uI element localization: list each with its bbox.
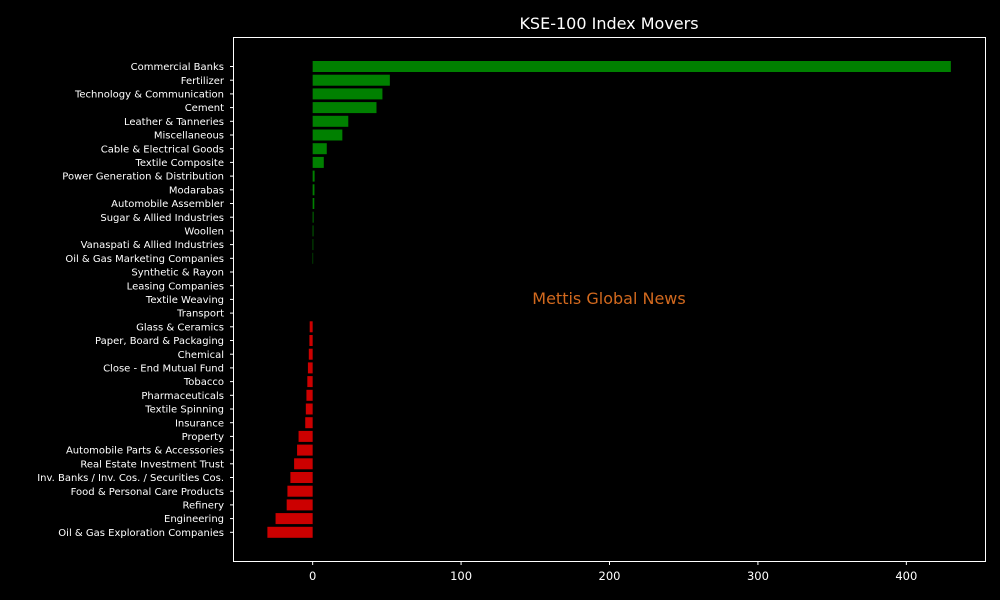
category-label: Chemical (178, 350, 224, 361)
category-label: Transport (176, 309, 224, 320)
bar (312, 198, 315, 209)
category-label: Engineering (164, 514, 224, 525)
category-label: Synthetic & Rayon (131, 268, 224, 279)
category-label: Tobacco (183, 377, 224, 388)
bar (312, 211, 314, 223)
category-label: Food & Personal Care Products (71, 487, 224, 498)
x-axis-ticks-group: 0 100 200 300 400 (309, 561, 917, 583)
bar (312, 61, 951, 72)
category-label: Commercial Banks (131, 62, 224, 73)
bar (290, 472, 313, 483)
category-label: Automobile Parts & Accessories (66, 446, 224, 457)
category-label: Close - End Mutual Fund (103, 364, 224, 375)
x-tick-label: 400 (895, 569, 917, 583)
x-tick-label: 0 (309, 569, 316, 583)
bar (294, 458, 313, 470)
category-label: Textile Weaving (145, 295, 224, 306)
bar (305, 403, 313, 415)
bar (275, 513, 313, 525)
bar (286, 499, 313, 511)
category-label: Leasing Companies (127, 281, 224, 292)
category-label: Real Estate Investment Trust (80, 459, 224, 470)
bar (312, 74, 390, 86)
bar (307, 376, 313, 388)
bar (312, 170, 315, 182)
category-label: Woollen (184, 227, 224, 238)
category-label: Textile Spinning (144, 405, 224, 416)
bar (312, 129, 343, 141)
bar (309, 321, 313, 333)
category-label: Glass & Ceramics (136, 322, 224, 333)
bar (312, 239, 314, 251)
category-label: Automobile Assembler (111, 199, 225, 210)
category-label: Leather & Tanneries (124, 117, 224, 128)
bars-group (267, 61, 951, 538)
category-label: Power Generation & Distribution (62, 172, 224, 183)
category-label: Property (182, 432, 224, 443)
x-tick-label: 100 (450, 569, 472, 583)
bar (308, 348, 313, 360)
bar (287, 485, 313, 497)
category-label: Inv. Banks / Inv. Cos. / Securities Cos. (37, 473, 224, 484)
x-tick-label: 200 (599, 569, 621, 583)
bar (307, 362, 313, 374)
bar (312, 156, 324, 168)
x-tick-label: 300 (747, 569, 769, 583)
bar (312, 225, 314, 237)
category-label: Technology & Communication (74, 90, 224, 101)
category-label: Modarabas (169, 185, 224, 196)
bar (305, 417, 313, 429)
bar (312, 88, 383, 100)
chart-title: KSE-100 Index Movers (519, 14, 698, 33)
bar (309, 335, 313, 346)
category-label: Pharmaceuticals (141, 391, 224, 402)
bar (312, 115, 349, 127)
bar (312, 184, 315, 196)
category-label: Sugar & Allied Industries (100, 213, 224, 224)
category-labels-group: Commercial Banks Fertilizer Technology & C… (37, 62, 234, 539)
bar (312, 143, 327, 155)
bar (297, 444, 313, 456)
watermark: Mettis Global News (532, 289, 685, 308)
category-label: Paper, Board & Packaging (95, 336, 224, 347)
category-label: Miscellaneous (154, 131, 224, 142)
category-label: Insurance (175, 418, 224, 429)
bar (298, 430, 313, 442)
bar (267, 526, 313, 538)
category-label: Oil & Gas Exploration Companies (58, 528, 224, 539)
category-label: Oil & Gas Marketing Companies (65, 254, 224, 265)
bar (306, 389, 313, 401)
category-label: Textile Composite (135, 158, 224, 169)
category-label: Cement (185, 103, 224, 114)
category-label: Refinery (183, 501, 225, 512)
bar (312, 102, 377, 114)
category-label: Vanaspati & Allied Industries (81, 240, 224, 251)
category-label: Fertilizer (181, 76, 225, 87)
category-label: Cable & Electrical Goods (101, 144, 224, 155)
